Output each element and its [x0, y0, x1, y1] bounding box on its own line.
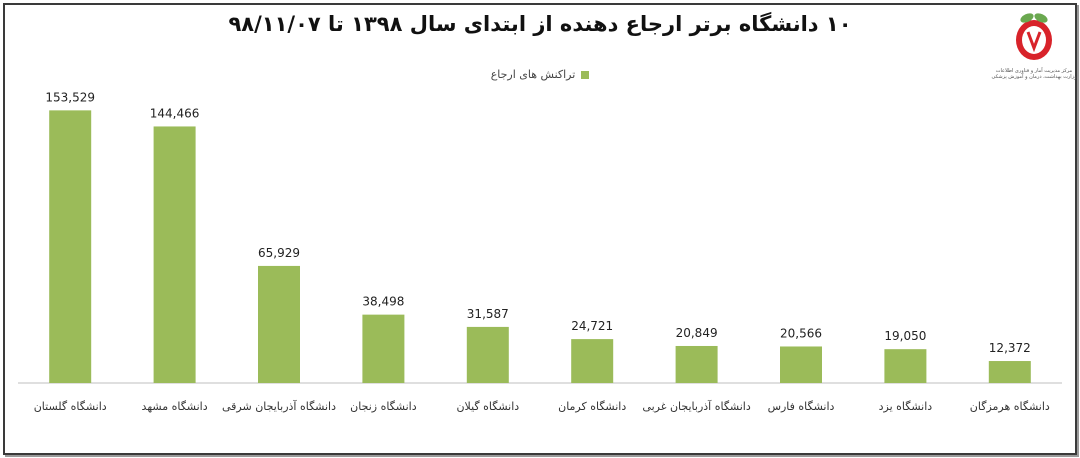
bar: [884, 349, 927, 383]
chart-title: ۱۰ دانشگاه برتر ارجاع دهنده از ابتدای سا…: [228, 12, 852, 36]
bar: [571, 339, 614, 383]
data-label: 153,529: [45, 90, 95, 104]
data-label: 31,587: [467, 307, 509, 321]
bar: [988, 361, 1031, 383]
data-label: 65,929: [258, 246, 300, 260]
legend: تراکنش های ارجاع: [0, 68, 1080, 81]
data-label: 38,498: [362, 295, 404, 309]
bar: [466, 326, 509, 383]
category-label: دانشگاه یزد: [878, 400, 933, 413]
data-label: 144,466: [150, 106, 200, 120]
category-label: دانشگاه هرمزگان: [969, 400, 1050, 413]
bar: [780, 346, 822, 383]
category-label: دانشگاه مشهد: [141, 400, 208, 413]
bar: [362, 314, 405, 383]
legend-label: تراکنش های ارجاع: [490, 68, 576, 81]
bar: [153, 126, 196, 383]
legend-swatch: [581, 70, 590, 79]
data-label: 19,050: [884, 329, 926, 343]
ministry-logo-icon: [1016, 13, 1052, 60]
data-label: 24,721: [571, 319, 613, 333]
category-label: دانشگاه کرمان: [558, 400, 627, 413]
bar: [258, 265, 300, 383]
data-label: 20,566: [780, 326, 822, 340]
bar: [49, 110, 92, 383]
category-label: دانشگاه آذربایجان شرقی: [222, 400, 336, 413]
logo-caption: مرکز مدیریت آمار و فناوری اطلاعات وزارت …: [991, 68, 1077, 80]
bar: [675, 345, 718, 383]
category-label: دانشگاه فارس: [767, 400, 835, 413]
category-label: دانشگاه زنجان: [350, 400, 417, 413]
data-label: 20,849: [676, 326, 718, 340]
category-label: دانشگاه گلستان: [33, 400, 107, 413]
category-label: دانشگاه گیلان: [456, 400, 520, 413]
data-label: 12,372: [989, 341, 1031, 355]
category-label: دانشگاه آذربایجان غربی: [642, 400, 751, 413]
